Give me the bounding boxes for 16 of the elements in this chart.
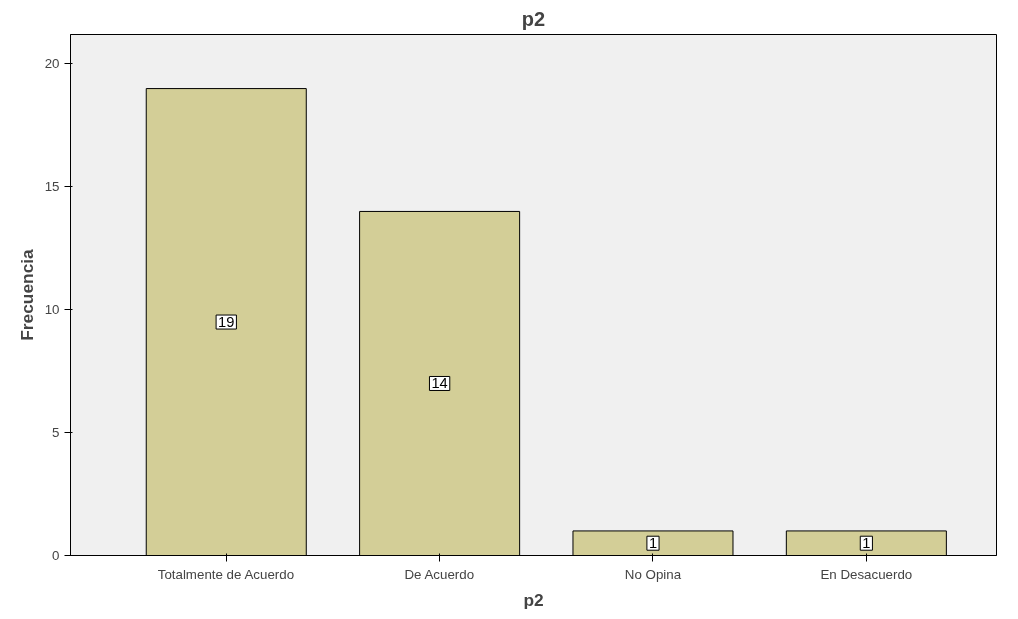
data-label: 1 — [648, 535, 658, 552]
x-tick-label: No Opina — [624, 566, 682, 582]
x-tick-label: De Acuerdo — [404, 566, 475, 582]
data-label: 19 — [218, 314, 235, 331]
data-label: 1 — [862, 535, 871, 552]
y-tick-label: 20 — [44, 56, 60, 72]
chart-title: p2 — [521, 7, 546, 30]
y-tick-label: 0 — [52, 548, 60, 563]
x-tick-label: Totalmente de Acuerdo — [157, 566, 295, 582]
y-axis-title: Frecuencia — [16, 248, 37, 341]
y-tick-label: 5 — [52, 425, 60, 441]
x-tick-label: En Desacuerdo — [820, 566, 913, 582]
y-tick-label: 15 — [44, 179, 60, 195]
data-label: 14 — [431, 375, 448, 392]
x-axis-title: p2 — [523, 589, 544, 610]
y-tick-label: 10 — [44, 302, 60, 318]
